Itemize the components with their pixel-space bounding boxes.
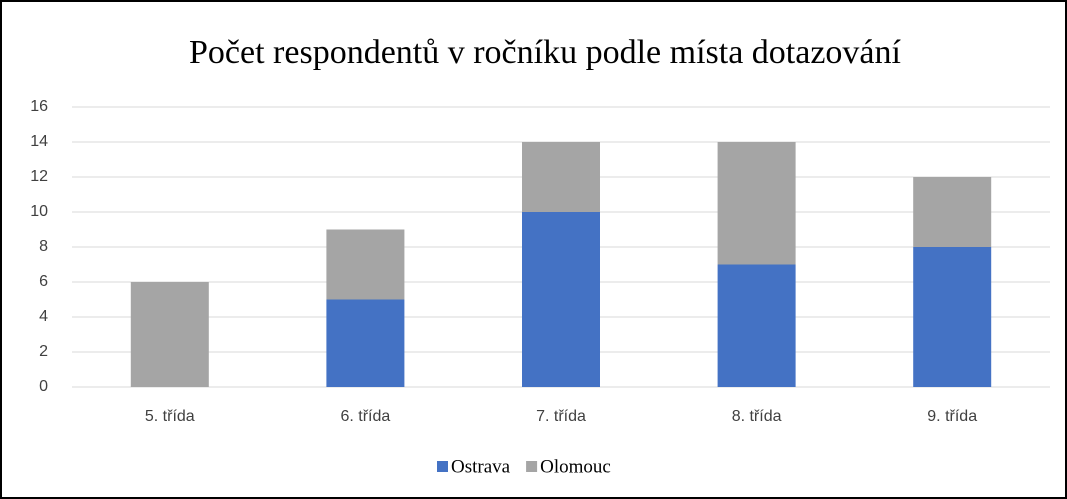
y-tick-label: 4 — [39, 308, 48, 325]
bar-segment — [326, 299, 405, 387]
bar-segment — [913, 177, 992, 247]
y-tick-label: 14 — [30, 133, 48, 150]
y-tick-label: 2 — [39, 343, 48, 360]
x-tick-label: 8. třída — [732, 408, 782, 425]
x-tick-label: 6. třída — [340, 408, 390, 425]
chart-title: Počet respondentů v ročníku podle místa … — [189, 34, 901, 71]
legend-label: Ostrava — [451, 456, 511, 477]
legend-label: Olomouc — [540, 456, 611, 477]
legend-swatch — [526, 461, 538, 472]
bar-segment — [130, 282, 209, 387]
x-tick-label: 7. třída — [536, 408, 586, 425]
y-tick-label: 6 — [39, 273, 48, 290]
y-tick-label: 10 — [30, 203, 48, 220]
bar-segment — [522, 212, 600, 387]
y-tick-label: 16 — [30, 98, 48, 115]
y-tick-label: 12 — [30, 168, 48, 185]
bar-segment — [717, 142, 796, 265]
bar-segment — [522, 142, 600, 212]
x-tick-label: 9. třída — [927, 408, 977, 425]
legend-swatch — [437, 461, 448, 472]
x-tick-label: 5. třída — [145, 408, 195, 425]
bar-segment — [913, 247, 992, 387]
bar-segment — [326, 229, 405, 300]
y-tick-label: 0 — [39, 378, 48, 395]
y-tick-label: 8 — [39, 238, 48, 255]
bar-segment — [717, 264, 796, 387]
